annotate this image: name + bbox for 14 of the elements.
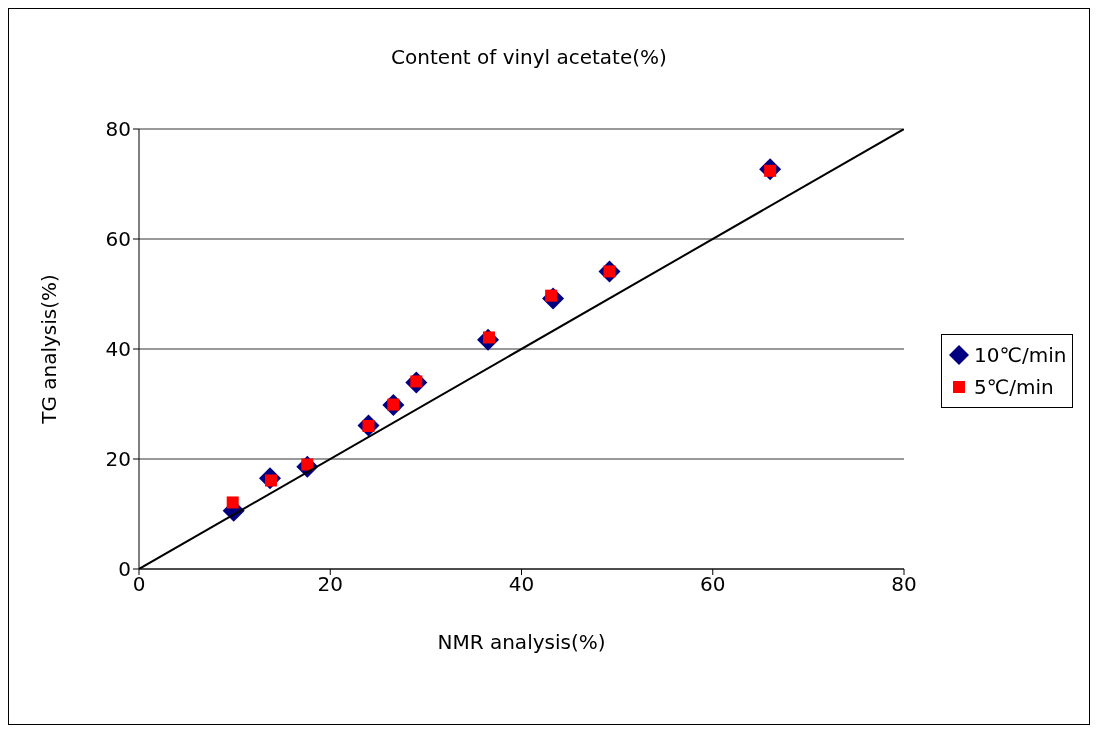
y-tick-label: 20	[105, 447, 131, 472]
x-tick-label: 80	[891, 572, 917, 597]
x-tick-label: 40	[508, 572, 535, 597]
y-tick-label: 60	[105, 227, 131, 252]
y-axis-title: TG analysis(%)	[37, 274, 62, 425]
y-tick-label: 40	[105, 337, 131, 362]
legend-label: 10℃/min	[974, 343, 1067, 367]
legend-label: 5℃/min	[974, 375, 1054, 399]
x-tick-label: 60	[700, 572, 726, 597]
point	[226, 496, 239, 509]
x-tick-label: 20	[317, 572, 343, 597]
y-tick-label: 80	[105, 117, 131, 142]
x-axis-title: NMR analysis(%)	[437, 630, 606, 654]
chart-title: Content of vinyl acetate(%)	[390, 45, 668, 69]
